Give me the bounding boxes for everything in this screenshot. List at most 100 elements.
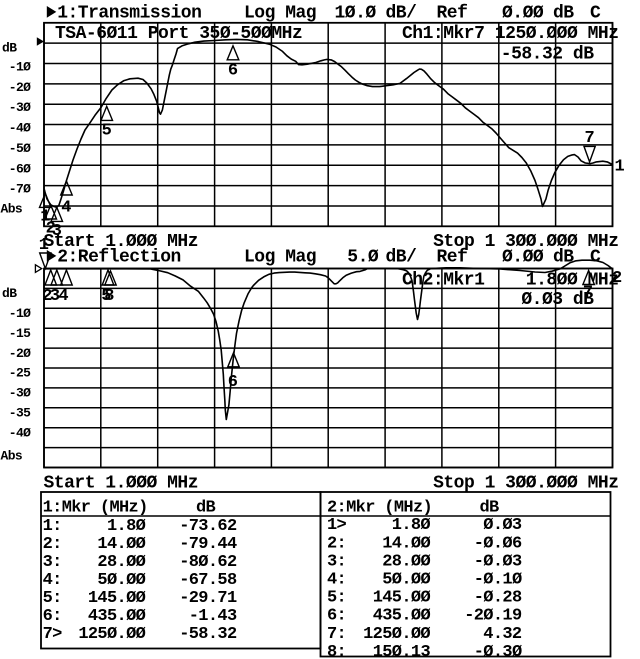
svg-text:-Ø.28: -Ø.28 bbox=[474, 589, 522, 608]
svg-text:3:: 3: bbox=[327, 552, 346, 571]
svg-text:435.ØØ: 435.ØØ bbox=[373, 607, 431, 626]
svg-text:3: 3 bbox=[52, 222, 62, 241]
svg-text:5Ø.ØØ: 5Ø.ØØ bbox=[382, 571, 430, 590]
svg-text:-7Ø: -7Ø bbox=[9, 182, 31, 197]
svg-text:2: 2 bbox=[42, 287, 52, 306]
svg-text:435.ØØ: 435.ØØ bbox=[88, 607, 146, 626]
svg-text:8:: 8: bbox=[327, 643, 346, 659]
svg-text:5: 5 bbox=[101, 287, 111, 306]
svg-text:125Ø.ØØØ MHz: 125Ø.ØØØ MHz bbox=[495, 24, 619, 44]
svg-text:145.ØØ: 145.ØØ bbox=[88, 589, 146, 608]
svg-text:-2Ø: -2Ø bbox=[9, 346, 31, 361]
svg-text:6: 6 bbox=[228, 62, 238, 81]
svg-text:4: 4 bbox=[61, 199, 71, 218]
svg-text:-4Ø: -4Ø bbox=[9, 425, 31, 440]
svg-text:1Ø.Ø: 1Ø.Ø bbox=[335, 3, 377, 23]
svg-text:Ch2:Mkr1: Ch2:Mkr1 bbox=[402, 270, 485, 290]
svg-text:-Ø.Ø6: -Ø.Ø6 bbox=[474, 534, 522, 553]
svg-text:1: 1 bbox=[615, 158, 625, 177]
svg-text:-3Ø: -3Ø bbox=[9, 386, 31, 401]
svg-text:-Ø.Ø3: -Ø.Ø3 bbox=[474, 552, 522, 571]
svg-text:Ø.Ø3: Ø.Ø3 bbox=[483, 516, 522, 535]
svg-text:2: 2 bbox=[612, 269, 622, 288]
svg-text:2:Mkr (MHz): 2:Mkr (MHz) bbox=[327, 499, 432, 518]
svg-text:-2Ø: -2Ø bbox=[9, 80, 31, 95]
svg-text:8: 8 bbox=[104, 287, 114, 306]
svg-text:-1Ø: -1Ø bbox=[9, 306, 31, 321]
svg-text:Stop 1 3ØØ.ØØØ MHz: Stop 1 3ØØ.ØØØ MHz bbox=[433, 232, 618, 252]
svg-text:2: 2 bbox=[46, 220, 56, 239]
svg-text:2:Reflection: 2:Reflection bbox=[57, 247, 181, 267]
svg-text:7:: 7: bbox=[327, 625, 346, 644]
svg-text:145.ØØ: 145.ØØ bbox=[373, 589, 431, 608]
svg-text:4.32: 4.32 bbox=[483, 625, 522, 644]
svg-text:dB: dB bbox=[480, 499, 500, 518]
svg-text:dB/: dB/ bbox=[386, 3, 417, 23]
svg-text:Start 1.ØØØ MHz: Start 1.ØØØ MHz bbox=[44, 232, 199, 252]
svg-text:-73.62: -73.62 bbox=[179, 517, 237, 536]
svg-text:Start 1.ØØØ MHz: Start 1.ØØØ MHz bbox=[44, 473, 199, 493]
svg-text:Ø.ØØ: Ø.ØØ bbox=[502, 3, 544, 23]
svg-text:1:Transmission: 1:Transmission bbox=[57, 3, 201, 23]
svg-text:-58.32 dB: -58.32 dB bbox=[501, 45, 594, 65]
svg-text:1: 1 bbox=[39, 236, 49, 255]
svg-text:6:: 6: bbox=[327, 607, 346, 626]
svg-text:dB: dB bbox=[553, 3, 574, 23]
svg-text:dB: dB bbox=[2, 41, 17, 56]
svg-text:Abs: Abs bbox=[1, 201, 23, 216]
svg-text:dB: dB bbox=[2, 286, 17, 301]
svg-text:14.ØØ: 14.ØØ bbox=[382, 534, 430, 553]
svg-text:-5Ø: -5Ø bbox=[9, 141, 31, 156]
svg-text:2:: 2: bbox=[43, 535, 62, 554]
svg-text:Log Mag: Log Mag bbox=[244, 3, 316, 23]
svg-text:28.ØØ: 28.ØØ bbox=[382, 552, 430, 571]
svg-text:-3Ø: -3Ø bbox=[9, 100, 31, 115]
svg-text:-8Ø.62: -8Ø.62 bbox=[179, 553, 237, 572]
svg-text:Ref: Ref bbox=[437, 3, 468, 23]
svg-text:-15: -15 bbox=[9, 326, 31, 341]
svg-text:Log Mag: Log Mag bbox=[244, 247, 316, 267]
svg-text:4:: 4: bbox=[43, 571, 62, 590]
svg-text:-58.32: -58.32 bbox=[179, 625, 237, 644]
svg-text:dB/: dB/ bbox=[386, 247, 417, 267]
svg-text:-79.44: -79.44 bbox=[179, 535, 237, 554]
svg-text:-67.58: -67.58 bbox=[179, 571, 237, 590]
svg-text:Stop 1 3ØØ.ØØØ MHz: Stop 1 3ØØ.ØØØ MHz bbox=[433, 473, 618, 493]
svg-text:5:: 5: bbox=[43, 589, 62, 608]
svg-text:-2Ø.19: -2Ø.19 bbox=[464, 607, 522, 626]
svg-text:2:: 2: bbox=[327, 534, 346, 553]
svg-text:1:Mkr (MHz): 1:Mkr (MHz) bbox=[43, 499, 148, 518]
svg-text:Ø.ØØ: Ø.ØØ bbox=[502, 247, 544, 267]
svg-text:3: 3 bbox=[50, 287, 60, 306]
svg-text:-4Ø: -4Ø bbox=[9, 121, 31, 136]
svg-text:125Ø.ØØ: 125Ø.ØØ bbox=[78, 625, 145, 644]
svg-text:C: C bbox=[590, 247, 601, 267]
svg-text:Ø.Ø3 dB: Ø.Ø3 dB bbox=[521, 290, 594, 310]
svg-text:14.ØØ: 14.ØØ bbox=[97, 535, 145, 554]
svg-text:5Ø.ØØ: 5Ø.ØØ bbox=[97, 571, 145, 590]
svg-text:Ch1:Mkr7: Ch1:Mkr7 bbox=[402, 24, 484, 44]
svg-text:Ref: Ref bbox=[437, 247, 468, 267]
svg-text:7: 7 bbox=[583, 284, 593, 303]
svg-text:-1Ø: -1Ø bbox=[9, 60, 31, 75]
svg-text:-6Ø: -6Ø bbox=[9, 161, 31, 176]
svg-text:C: C bbox=[590, 3, 601, 23]
svg-text:7: 7 bbox=[584, 129, 594, 148]
svg-text:1:: 1: bbox=[43, 517, 62, 536]
svg-text:3:: 3: bbox=[43, 553, 62, 572]
svg-text:TSA-6Ø11 Port 35Ø-5ØØMHz: TSA-6Ø11 Port 35Ø-5ØØMHz bbox=[55, 24, 302, 44]
svg-text:6:: 6: bbox=[43, 607, 62, 626]
svg-text:125Ø.ØØ: 125Ø.ØØ bbox=[363, 625, 430, 644]
svg-text:5:: 5: bbox=[327, 589, 346, 608]
svg-text:6: 6 bbox=[228, 373, 238, 392]
svg-text:1.8ØØ MHz: 1.8ØØ MHz bbox=[526, 270, 619, 290]
svg-text:-Ø.1Ø: -Ø.1Ø bbox=[474, 571, 522, 590]
svg-text:-25: -25 bbox=[9, 366, 31, 381]
svg-text:dB: dB bbox=[196, 499, 216, 518]
svg-text:5.Ø: 5.Ø bbox=[347, 247, 379, 267]
svg-text:-29.71: -29.71 bbox=[179, 589, 237, 608]
svg-text:7>: 7> bbox=[43, 625, 63, 644]
svg-text:4: 4 bbox=[58, 287, 68, 306]
svg-text:-1.43: -1.43 bbox=[189, 607, 237, 626]
svg-text:4:: 4: bbox=[327, 571, 346, 590]
